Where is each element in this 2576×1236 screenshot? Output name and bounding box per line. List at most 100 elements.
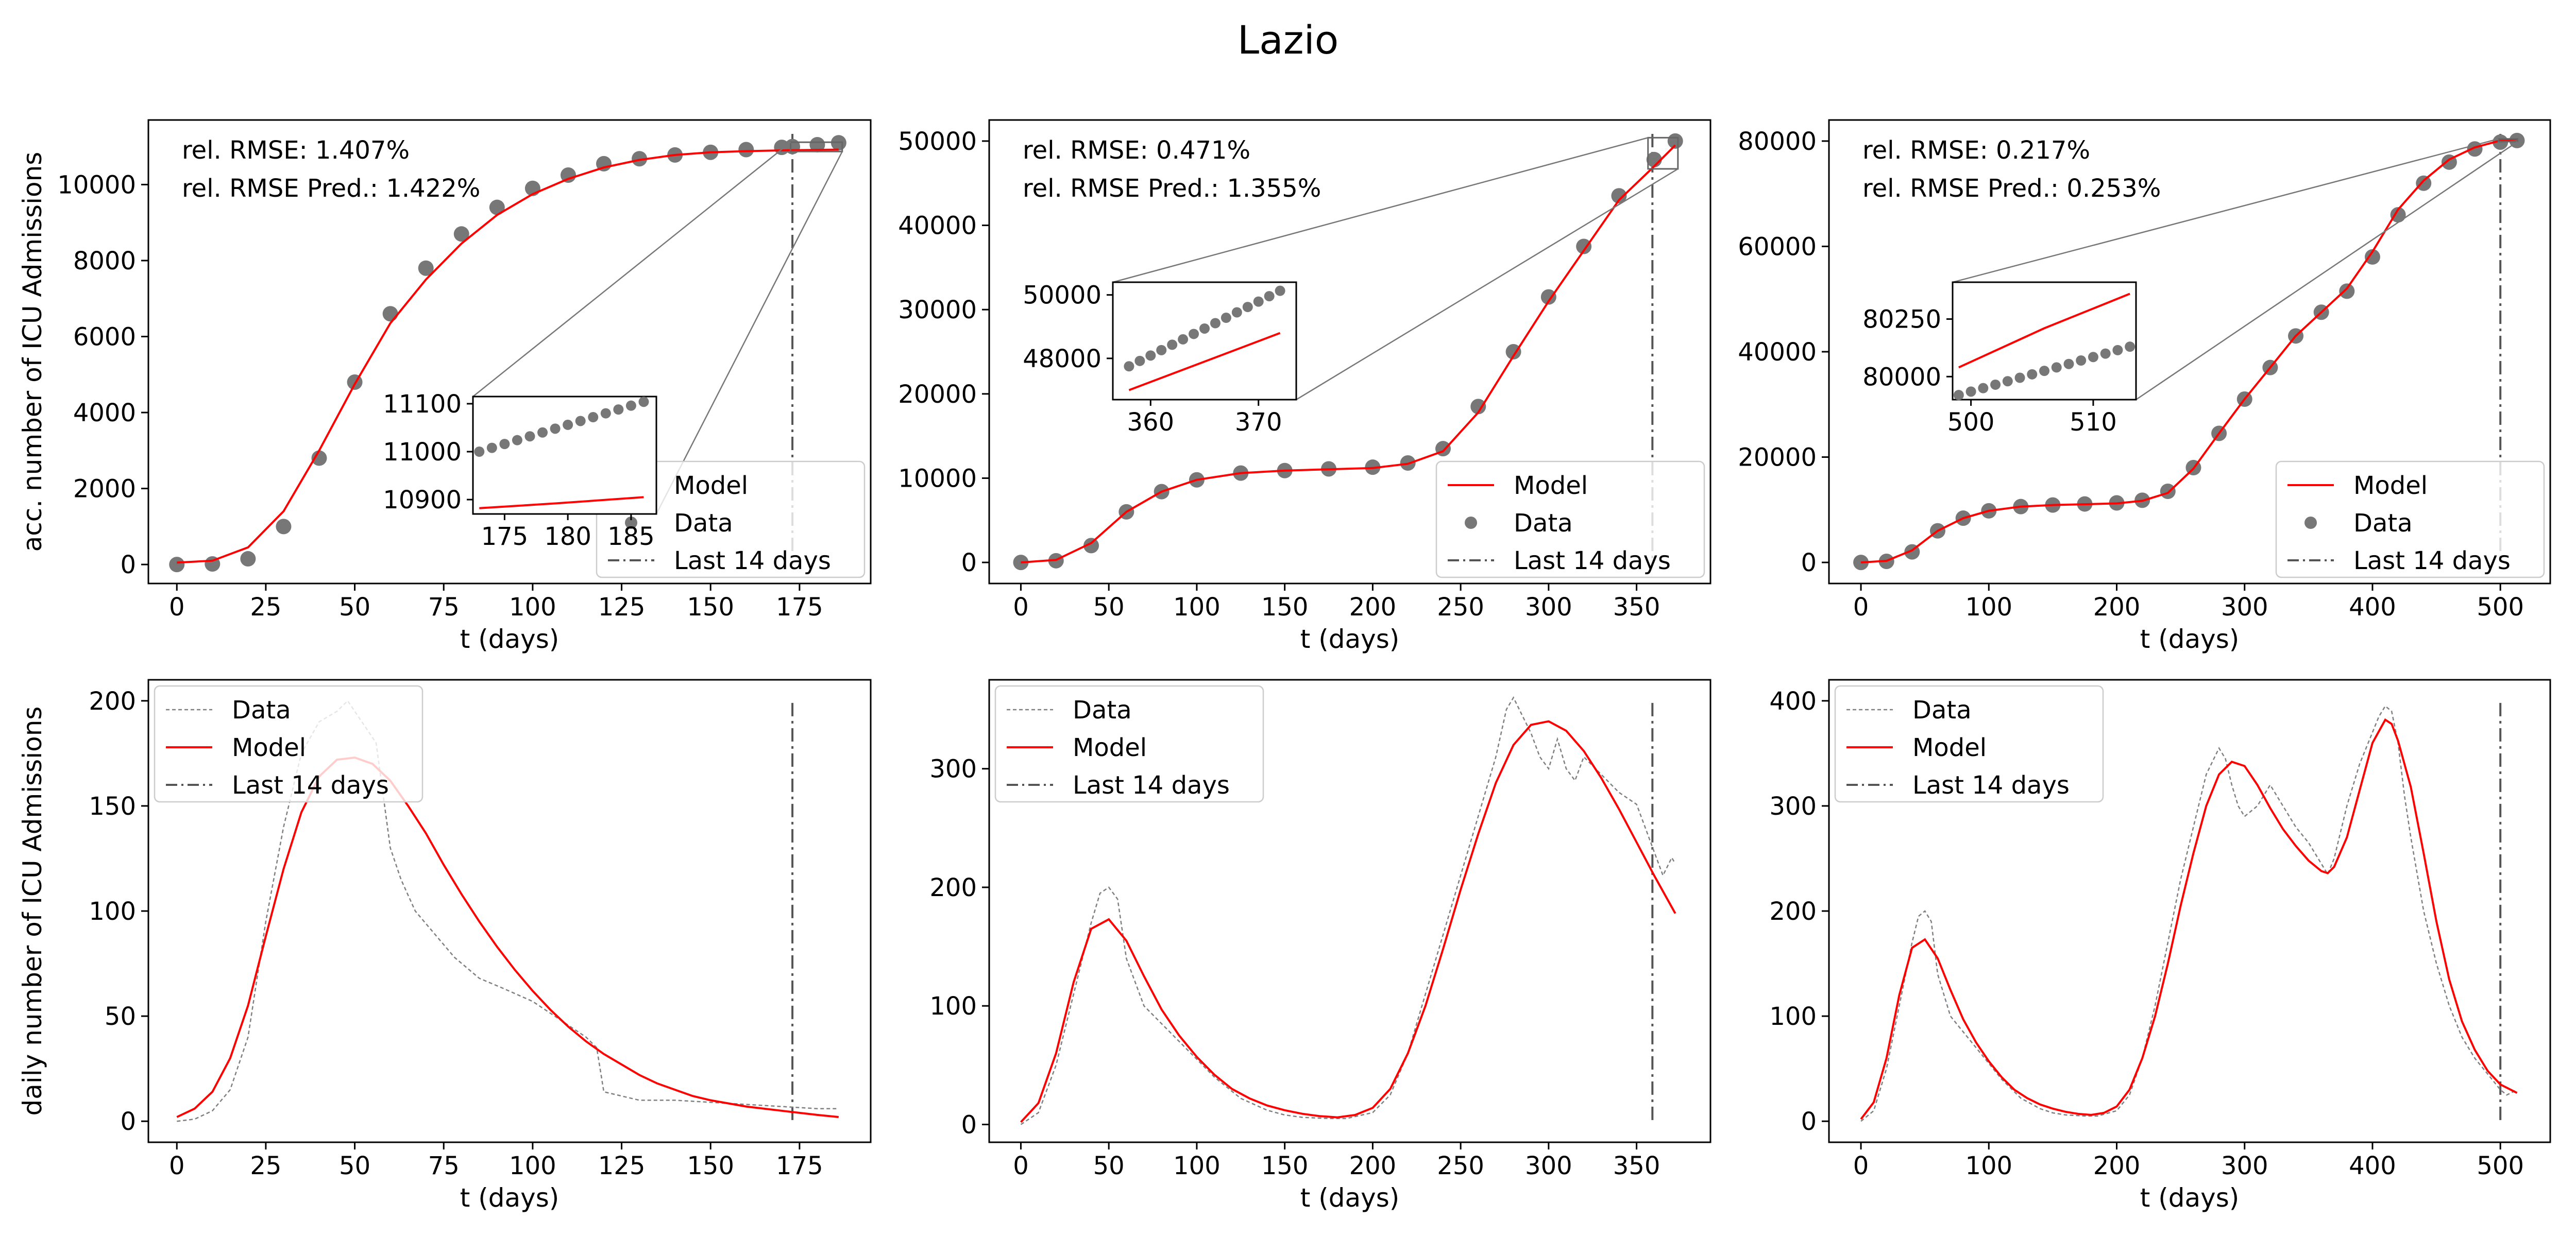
chart-2: 0 50 100 150 200 250 300 350 0 10000 20000 30000 400… (898, 119, 1711, 654)
inset-axes: 360 370 48000 50000 (1023, 281, 1297, 437)
x-tick-label: 50 (339, 593, 370, 622)
legend-label-data: Data (1514, 509, 1573, 538)
x-axis-label: t (days) (460, 624, 560, 654)
legend-label-model: Model (2353, 471, 2428, 500)
data-point (632, 151, 648, 167)
legend-box (994, 685, 1264, 803)
x-tick-label: 0 (1013, 1152, 1029, 1180)
inset-data-point (600, 408, 611, 419)
data-point (311, 450, 327, 466)
legend-label-last14: Last 14 days (1514, 546, 1671, 575)
legend-box (2275, 460, 2545, 578)
x-tick-label: 150 (1261, 593, 1309, 622)
data-point (1540, 289, 1556, 305)
inset-data-point (1124, 361, 1134, 372)
legend-label-last14: Last 14 days (1912, 771, 2070, 800)
y-tick-label: 0 (120, 1107, 136, 1136)
data-point (560, 167, 576, 183)
inset-data-point (1156, 345, 1167, 355)
inset-model-line (1128, 332, 1281, 391)
x-tick-label: 0 (169, 593, 185, 622)
inset-x-tick-label: 500 (1947, 408, 1995, 437)
y-tick-label: 0 (1801, 1107, 1817, 1136)
zoom-connector (472, 142, 791, 397)
x-tick-label: 300 (1525, 1152, 1572, 1180)
rmse-annotation: rel. RMSE Pred.: 1.355% (1023, 174, 1321, 203)
chart-6: 0 100 200 300 400 500 0 100 200 300 400 t (days) Dat… (1769, 679, 2551, 1213)
legend-label-data: Data (2353, 509, 2413, 538)
y-tick-label: 100 (89, 897, 136, 926)
y-tick-label: 150 (89, 792, 136, 821)
legend: Model Data Last 14 days (1435, 460, 1705, 578)
x-tick-label: 0 (1013, 593, 1029, 622)
inset-data-point (550, 423, 561, 434)
data-point (1083, 538, 1099, 554)
inset-data-point (1178, 334, 1189, 345)
inset-data-point (1221, 313, 1231, 323)
y-tick-label: 0 (961, 1110, 977, 1139)
x-tick-label: 300 (2221, 1152, 2268, 1180)
data-point (1576, 238, 1592, 254)
y-tick-label: 40000 (898, 212, 977, 241)
legend-swatch-data (2304, 517, 2317, 529)
legend-label-data: Data (1073, 696, 1132, 725)
x-tick-label: 0 (1853, 593, 1869, 622)
inset-data-point (1953, 390, 1964, 401)
inset-data-point (613, 404, 624, 415)
inset-data-point (2063, 358, 2074, 369)
inset-x-tick-label: 180 (544, 522, 591, 551)
inset-data-point (486, 442, 497, 453)
data-point (1853, 555, 1869, 571)
legend-swatch-data (625, 517, 637, 529)
inset-axes: 175 180 185 10900 11000 11100 (383, 390, 657, 551)
data-point (2160, 484, 2176, 500)
chart-3: 0 100 200 300 400 500 0 20000 40000 60000 80000 t (… (1738, 119, 2551, 654)
data-point (2339, 283, 2355, 299)
data-point (1505, 344, 1521, 359)
x-tick-label: 500 (2477, 593, 2524, 622)
x-tick-label: 0 (169, 1152, 185, 1180)
inset-data-point (625, 400, 636, 411)
legend-label-last14: Last 14 days (232, 771, 389, 800)
inset-data-point (2027, 369, 2038, 380)
figure-title: Lazio (1238, 17, 1338, 63)
y-tick-label: 0 (120, 551, 136, 579)
data-point (453, 226, 469, 242)
y-tick-label: 400 (1769, 687, 1817, 716)
x-tick-label: 100 (1173, 593, 1221, 622)
x-tick-label: 150 (1261, 1152, 1309, 1180)
inset-data-point (2100, 348, 2111, 359)
x-tick-label: 300 (2221, 593, 2268, 622)
inset-data-point (1242, 302, 1253, 313)
inset-data-point (1990, 379, 2001, 390)
x-tick-label: 400 (2349, 1152, 2396, 1180)
inset-frame (472, 396, 657, 515)
inset-data-point (1978, 383, 1989, 393)
data-point (169, 557, 185, 573)
inset-data-point (1210, 318, 1221, 329)
y-tick-label: 60000 (1738, 232, 1817, 261)
x-tick-label: 250 (1437, 593, 1484, 622)
inset-frame (1952, 281, 2137, 401)
model-line (1021, 144, 1676, 564)
inset-y-tick-label: 50000 (1023, 281, 1101, 310)
zoom-indicator (1647, 136, 1679, 170)
x-tick-label: 500 (2477, 1152, 2524, 1180)
x-tick-label: 300 (1525, 593, 1572, 622)
inset-y-tick-label: 80000 (1862, 363, 1941, 391)
x-tick-label: 150 (687, 1152, 734, 1180)
data-point (738, 142, 754, 158)
inset-data-point (1145, 350, 1156, 361)
zoom-connector (1952, 138, 2499, 283)
inset-y-tick-label: 48000 (1023, 345, 1101, 373)
x-tick-label: 75 (428, 593, 460, 622)
y-tick-label: 4000 (73, 399, 136, 427)
legend-box (596, 460, 866, 578)
inset-y-tick-label: 11100 (383, 390, 462, 419)
data-line (1020, 696, 1676, 1125)
data-point (276, 519, 292, 535)
x-tick-label: 200 (2093, 1152, 2141, 1180)
legend: Data Model Last 14 days (994, 685, 1264, 803)
inset-x-tick-label: 510 (2070, 408, 2117, 437)
x-tick-label: 100 (509, 1152, 556, 1180)
